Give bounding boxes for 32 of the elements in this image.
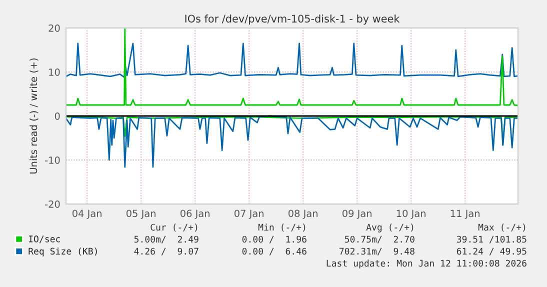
text: Last update: Mon Jan 12 11:00:08 2026 [326, 260, 526, 268]
x-tick-label: 04 Jan [72, 210, 102, 219]
text: 4.26 / 9.07 [134, 248, 198, 256]
x-tick-label: 05 Jan [126, 210, 156, 219]
x-tick-label: 11 Jan [450, 210, 480, 219]
y-tick-label: -20 [45, 200, 60, 208]
y-axis-title: Units read (-) / write (+) [30, 58, 38, 174]
text: Avg (-/+) [366, 224, 414, 232]
line-series [66, 115, 518, 168]
text: 702.31m/ 9.48 [340, 248, 414, 256]
text: Max (-/+) [478, 224, 526, 232]
text: 0.00 / 1.96 [242, 236, 306, 244]
x-tick-label: 09 Jan [342, 210, 372, 219]
legend-label: IO/sec [28, 236, 60, 244]
y-tick-label: 20 [48, 24, 60, 32]
x-tick-label: 07 Jan [234, 210, 264, 219]
chart-title: IOs for /dev/pve/vm-105-disk-1 - by week [185, 14, 400, 25]
y-tick-label: -10 [45, 156, 60, 164]
text: 61.24 / 49.95 [456, 248, 526, 256]
text: 39.51 /101.85 [456, 236, 526, 244]
line-series [66, 42, 518, 78]
text: Min (-/+) [258, 224, 306, 232]
y-tick-label: 10 [49, 68, 60, 76]
text: 50.75m/ 2.70 [344, 236, 414, 244]
legend-label: Req Size (KB) [28, 248, 97, 256]
x-tick-label: 06 Jan [180, 210, 210, 219]
x-tick-label: 10 Jan [396, 210, 426, 219]
text: 0.00 / 6.46 [242, 248, 306, 256]
text: Cur (-/+) [150, 224, 198, 232]
y-tick-label: 0 [54, 112, 60, 120]
x-tick-label: 08 Jan [288, 210, 318, 219]
text: 5.00m/ 2.49 [134, 236, 198, 244]
